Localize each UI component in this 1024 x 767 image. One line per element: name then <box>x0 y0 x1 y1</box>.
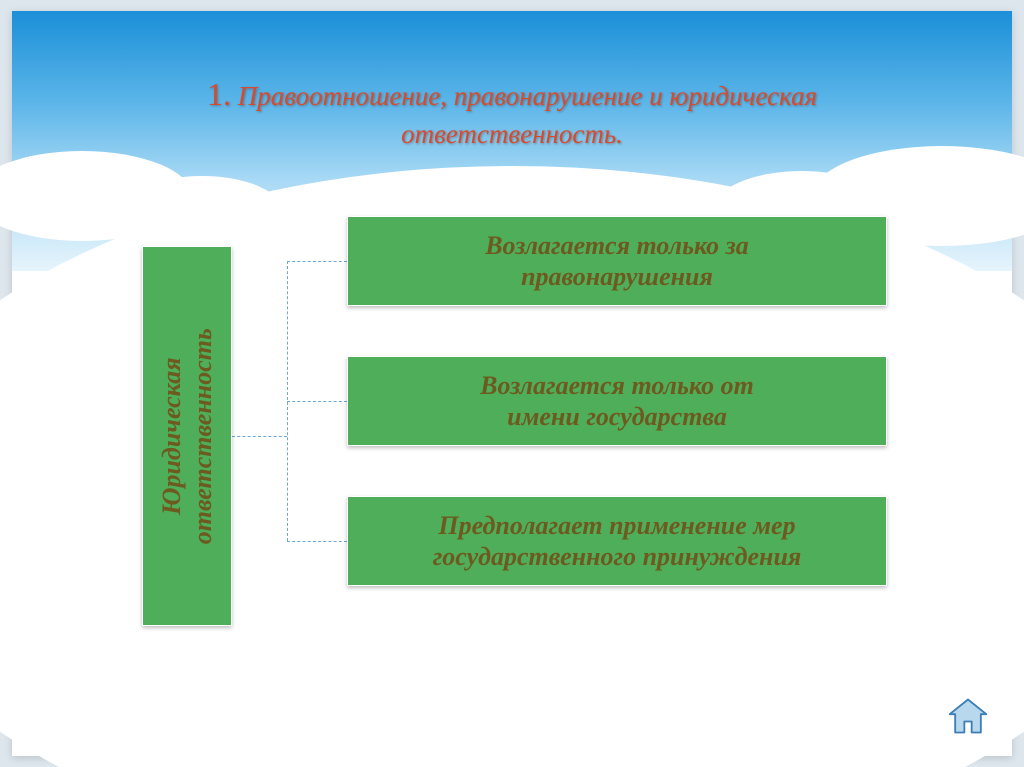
child-node-3: Предполагает применение мер государствен… <box>347 496 887 586</box>
child-1-line-1: Возлагается только за <box>485 231 749 260</box>
child-node-1: Возлагается только за правонарушения <box>347 216 887 306</box>
connector-trunk <box>232 436 287 437</box>
slide-title: 1. Правоотношение, правонарушение и юрид… <box>12 73 1012 153</box>
title-number: 1. <box>207 76 231 112</box>
title-line-2: ответственность. <box>401 119 623 149</box>
connector-branch <box>287 541 347 542</box>
root-node: Юридическая ответственность <box>142 246 232 626</box>
home-button[interactable] <box>946 694 990 738</box>
child-3-line-1: Предполагает применение мер <box>438 511 795 540</box>
child-node-2: Возлагается только от имени государства <box>347 356 887 446</box>
connector-branch <box>287 261 347 262</box>
child-3-line-2: государственного принуждения <box>433 542 802 571</box>
title-line-1: Правоотношение, правонарушение и юридиче… <box>238 81 817 111</box>
slide: 1. Правоотношение, правонарушение и юрид… <box>12 11 1012 756</box>
connector-branch <box>287 401 347 402</box>
child-2-line-1: Возлагается только от <box>480 371 754 400</box>
root-line-1: Юридическая <box>157 357 186 515</box>
hierarchy-diagram: Юридическая ответственность Возлагается … <box>142 216 902 656</box>
home-icon <box>946 694 990 738</box>
child-1-line-2: правонарушения <box>521 262 713 291</box>
root-line-2: ответственность <box>188 328 217 544</box>
child-2-line-2: имени государства <box>507 402 727 431</box>
